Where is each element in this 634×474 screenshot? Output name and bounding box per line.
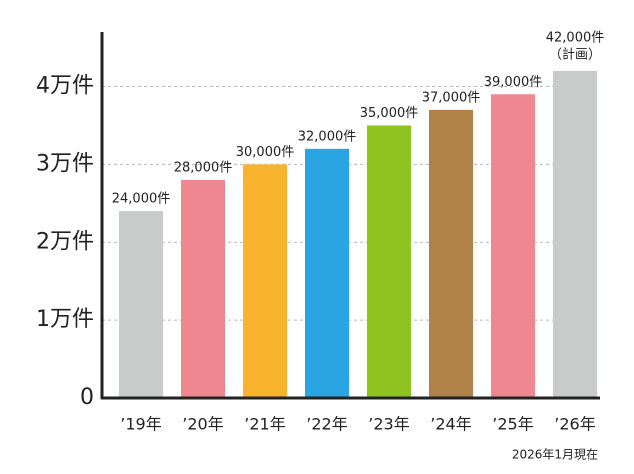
value-label: 37,000件 [422, 90, 481, 105]
y-tick-label: 0 [80, 385, 94, 410]
y-tick-label: 3万件 [36, 151, 94, 176]
bar [491, 94, 535, 398]
x-tick-label: ’22年 [306, 415, 347, 434]
value-label: 24,000件 [112, 192, 171, 207]
y-tick-label: 4万件 [36, 74, 94, 99]
value-label: 32,000件 [298, 129, 357, 144]
bar [429, 109, 473, 398]
bar [119, 211, 163, 398]
value-label: 28,000件 [174, 160, 233, 175]
x-tick-label: ’19年 [120, 415, 161, 434]
x-tick-label: ’21年 [244, 415, 285, 434]
bar [367, 125, 411, 398]
value-label-note: （計画） [549, 46, 601, 62]
note: 2026年1月現在 [512, 448, 598, 462]
bar [305, 148, 349, 398]
bar [243, 164, 287, 398]
value-label: 39,000件 [484, 75, 543, 90]
value-label: 35,000件 [360, 106, 419, 121]
x-tick-label: ’23年 [368, 415, 409, 434]
x-tick-label: ’24年 [430, 415, 471, 434]
value-label: 42,000件 [546, 30, 605, 45]
bar [181, 179, 225, 398]
y-tick-label: 1万件 [36, 307, 94, 332]
bar [553, 70, 597, 399]
value-label: 30,000件 [236, 145, 295, 160]
y-tick-label: 2万件 [36, 229, 94, 254]
x-tick-label: ’25年 [492, 415, 533, 434]
x-tick-label: ’26年 [554, 415, 595, 434]
x-tick-label: ’20年 [182, 415, 223, 434]
